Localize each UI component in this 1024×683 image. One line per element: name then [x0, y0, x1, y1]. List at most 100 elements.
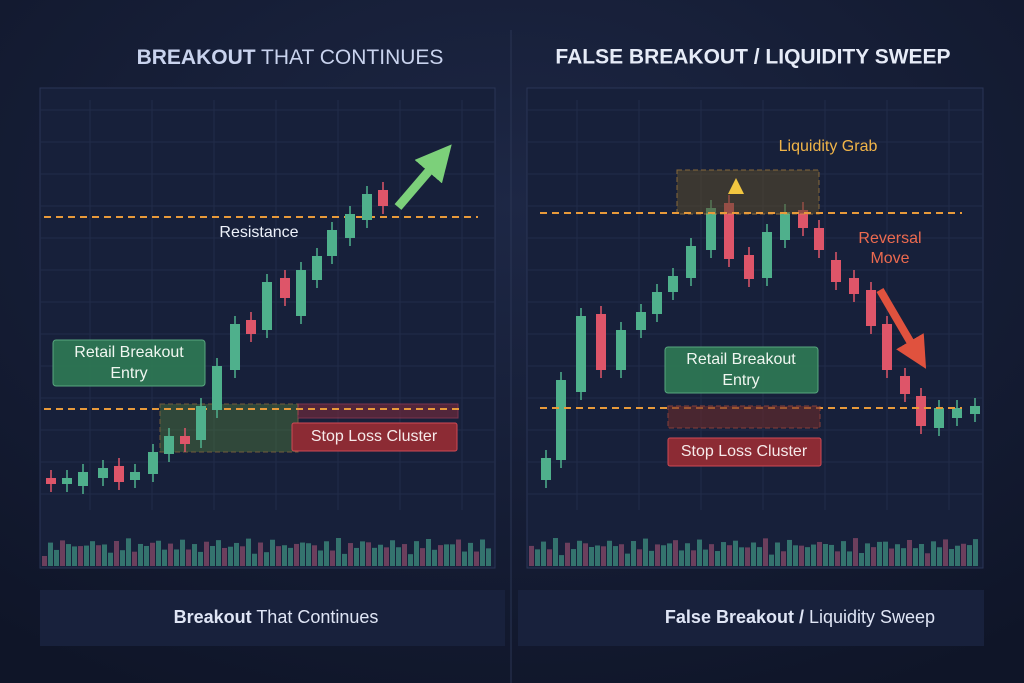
volume-bar: [252, 553, 257, 566]
volume-bar: [474, 551, 479, 566]
candle: [114, 458, 124, 490]
volume-bar: [324, 541, 329, 566]
volume-bar: [384, 547, 389, 566]
volume-bar: [907, 539, 912, 566]
candle-body: [280, 278, 290, 298]
volume-bar: [318, 550, 323, 566]
candle: [246, 312, 256, 342]
volume-bar: [655, 544, 660, 566]
candle: [62, 470, 72, 492]
volume-bar: [703, 549, 708, 566]
volume: [42, 538, 978, 566]
volume-bar: [619, 544, 624, 566]
volume-bar: [733, 540, 738, 566]
volume-bar: [745, 547, 750, 566]
caption-bold: Breakout: [174, 607, 252, 627]
entry-zone: [159, 403, 299, 453]
volume-bar: [589, 546, 594, 566]
volume-bar: [336, 538, 341, 566]
volume-bar: [973, 539, 978, 566]
volume-bar: [895, 544, 900, 566]
volume-bar: [174, 549, 179, 566]
volume-bar: [162, 549, 167, 566]
volume-bar: [643, 538, 648, 566]
candle: [849, 270, 859, 302]
volume-bar: [595, 545, 600, 566]
volume-bar: [829, 544, 834, 566]
volume-bar: [420, 548, 425, 566]
volume-bar: [264, 552, 269, 566]
title-rest: THAT CONTINUES: [256, 46, 444, 69]
volume-bar: [246, 538, 251, 566]
right-chart-frame: [526, 87, 984, 569]
candle: [596, 306, 606, 378]
entry-label: Retail Breakout: [686, 351, 796, 368]
volume-bar: [805, 547, 810, 566]
volume-bar: [823, 544, 828, 566]
candle-body: [212, 366, 222, 410]
candle-body: [46, 478, 56, 484]
volume-bar: [787, 539, 792, 566]
candle-body: [62, 478, 72, 484]
volume-bar: [751, 542, 756, 566]
candle: [952, 400, 962, 426]
candle-body: [180, 436, 190, 444]
volume-bar: [414, 541, 419, 566]
volume-bar: [859, 553, 864, 566]
candle: [541, 450, 551, 488]
volume-bar: [673, 540, 678, 566]
volume-bar: [282, 545, 287, 566]
volume-bar: [204, 541, 209, 566]
stop-box: [667, 437, 822, 467]
candle: [262, 274, 272, 338]
volume-bar: [883, 541, 888, 566]
candle-body: [576, 316, 586, 392]
candle: [180, 428, 190, 452]
candle: [668, 268, 678, 300]
volume-bar: [727, 545, 732, 566]
candle-body: [362, 194, 372, 220]
candle-body: [686, 246, 696, 278]
candle-body: [916, 396, 926, 426]
candle: [78, 464, 88, 494]
volume-bar: [877, 541, 882, 566]
volume-bar: [613, 546, 618, 566]
volume-bar: [679, 550, 684, 566]
volume-bar: [529, 545, 534, 566]
candle-body: [262, 282, 272, 330]
volume-bar: [739, 547, 744, 566]
volume-bar: [535, 549, 540, 566]
volume-bar: [541, 541, 546, 566]
volume-bar: [66, 544, 71, 566]
candle-body: [798, 210, 808, 228]
candle: [900, 368, 910, 402]
candle: [686, 238, 696, 286]
candle-body: [762, 232, 772, 278]
volume-bar: [462, 551, 467, 566]
volume-bar: [84, 545, 89, 566]
volume-bar: [48, 542, 53, 566]
candle-body: [164, 436, 174, 454]
volume-bar: [811, 544, 816, 566]
volume-bar: [715, 551, 720, 566]
candle-body: [970, 406, 980, 414]
volume-bar: [577, 540, 582, 566]
candle-body: [952, 408, 962, 418]
volume-bar: [943, 539, 948, 566]
volume-bar: [156, 540, 161, 566]
volume-bar: [114, 541, 119, 566]
candle: [576, 308, 586, 400]
candle-body: [378, 190, 388, 206]
volume-bar: [637, 549, 642, 566]
volume-bar: [913, 548, 918, 566]
grab-label: Liquidity Grab: [779, 138, 878, 155]
candle-body: [246, 320, 256, 334]
left-caption: Breakout That Continues: [174, 607, 379, 627]
volume-bar: [901, 548, 906, 566]
candle-body: [327, 230, 337, 256]
caption-rest: Liquidity Sweep: [804, 607, 935, 627]
candle: [378, 182, 388, 214]
volume-bar: [931, 541, 936, 566]
volume-bar: [210, 546, 215, 566]
volume-bar: [276, 546, 281, 566]
